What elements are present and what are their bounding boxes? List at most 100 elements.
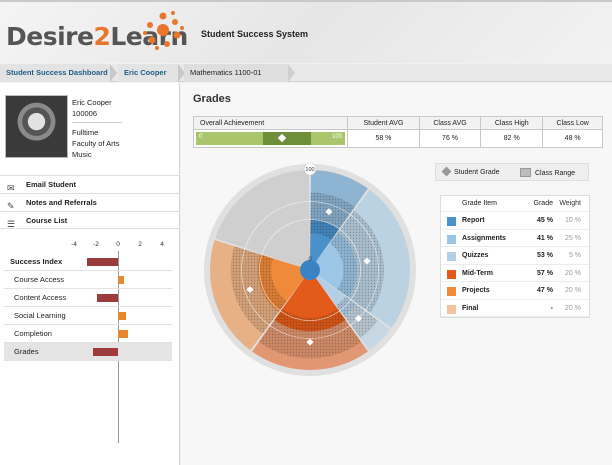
grade-item-row[interactable]: Final - 20 %: [441, 300, 589, 317]
success-index-row[interactable]: Completion: [4, 325, 172, 343]
grade-item-weight: 5 %: [568, 252, 581, 259]
axis-tick-label: 0: [116, 241, 120, 248]
diamond-icon: [441, 166, 452, 177]
class-avg-value: 76 %: [418, 129, 482, 148]
grade-item-row[interactable]: Quizzes 53 % 5 %: [441, 247, 589, 265]
grade-items-header: Grade Item Grade Weight: [441, 196, 589, 212]
app-header: Desire2Learn Student Success System: [0, 0, 612, 63]
grade-item-row[interactable]: Report 45 % 10 %: [441, 212, 589, 230]
chart-ring-line: [259, 219, 361, 321]
student-status: Fulltime: [72, 128, 99, 137]
email-student-label: Email Student: [26, 180, 77, 189]
summary-header-row: Overall Achievement Student AVG Class AV…: [193, 116, 603, 130]
summary-header-class-low: Class Low: [542, 116, 603, 130]
class-range-band: [263, 132, 311, 145]
pencil-icon: ✎: [7, 201, 15, 211]
grade-item-weight: 25 %: [565, 234, 581, 242]
chart-legend: Student Grade Class Range: [435, 163, 589, 181]
summary-value-row: 0 100 58 % 76 % 82 % 48 %: [193, 129, 603, 148]
grade-item-name: Final: [462, 304, 479, 312]
axis-tick-label: 2: [138, 241, 142, 248]
grade-item-name: Report: [462, 217, 485, 224]
grades-panel: Grades Overall Achievement Student AVG C…: [181, 83, 612, 465]
grades-summary-table: Overall Achievement Student AVG Class AV…: [193, 116, 603, 148]
header-grade: Grade: [533, 200, 553, 207]
axis-tick-label: -2: [93, 241, 99, 248]
grade-item-color-swatch: [447, 287, 456, 296]
axis-tick-label: 4: [160, 241, 164, 248]
list-icon: ☰: [7, 219, 16, 229]
student-program: Music: [72, 150, 92, 159]
desire2learn-logo[interactable]: Desire2Learn: [6, 22, 188, 51]
bar-min-label: 0: [199, 134, 203, 140]
breadcrumb: Student Success Dashboard Eric Cooper Ma…: [0, 64, 612, 82]
grade-item-sector-bg: [215, 170, 310, 267]
grade-item-weight: 20 %: [565, 304, 581, 312]
chart-center-label: 0: [308, 257, 312, 263]
success-index-row[interactable]: Grades: [4, 343, 172, 361]
student-faculty: Faculty of Arts: [72, 139, 120, 148]
success-index-bar: [118, 330, 128, 338]
chart-center: [300, 260, 320, 280]
grade-item-color-swatch: [447, 252, 456, 261]
student-grade-diamond: [325, 208, 333, 216]
header-weight: Weight: [559, 200, 581, 207]
grade-item-weight: 20 %: [565, 287, 581, 294]
success-index-bar: [118, 312, 126, 320]
student-grade-diamond: [363, 257, 371, 265]
grade-item-color-swatch: [447, 304, 456, 314]
grade-items-table: Grade Item Grade Weight Report 45 % 10 % As…: [440, 195, 590, 318]
success-index-row: Success Index: [4, 253, 172, 271]
grade-item-weight: 20 %: [565, 269, 581, 277]
class-high-value: 82 %: [480, 129, 544, 148]
summary-header-class-high: Class High: [480, 116, 544, 130]
summary-header-class-avg: Class AVG: [418, 116, 482, 130]
hatched-square-icon: [520, 168, 531, 177]
class-range-band: [258, 308, 362, 359]
student-id: 100006: [72, 109, 98, 118]
success-index-row[interactable]: Content Access: [4, 289, 172, 307]
success-index-axis: -4 -2 0 2 4: [0, 241, 180, 253]
grade-item-grade: 57 %: [537, 269, 553, 277]
success-index-chart: Success Index Course Access Content Access…: [4, 253, 172, 361]
grade-item-row[interactable]: Projects 47 % 20 %: [441, 282, 589, 300]
envelope-icon: ✉: [7, 183, 15, 193]
success-index-row[interactable]: Course Access: [4, 271, 172, 289]
student-info: Eric Cooper 100006 Fulltime Faculty of A…: [72, 97, 122, 160]
success-index-bar: [97, 294, 118, 302]
course-list-button[interactable]: ☰ Course List: [0, 211, 180, 229]
grade-item-name: Quizzes: [462, 252, 489, 259]
axis-tick-label: -4: [71, 241, 77, 248]
chart-ring-line: [241, 201, 379, 339]
breadcrumb-student[interactable]: Eric Cooper: [118, 64, 178, 82]
bar-max-label: 100: [331, 134, 342, 140]
student-avatar: [5, 95, 68, 158]
success-index-row[interactable]: Social Learning: [4, 307, 172, 325]
grade-item-color-swatch: [447, 269, 456, 279]
summary-header-student-avg: Student AVG: [347, 116, 420, 130]
grade-item-grade: -: [550, 304, 553, 312]
success-index-bar: [87, 258, 118, 266]
success-index-row-label: Course Access: [14, 275, 65, 284]
class-low-value: 48 %: [542, 129, 603, 148]
student-name: Eric Cooper: [72, 98, 112, 107]
overall-achievement-cell: 0 100: [193, 129, 348, 148]
success-index-bar: [118, 276, 124, 284]
notes-referrals-button[interactable]: ✎ Notes and Referrals: [0, 193, 180, 211]
breadcrumb-separator-icon: [288, 64, 295, 82]
logo-text-main: Desire: [6, 22, 94, 51]
success-index-row-label: Content Access: [14, 293, 67, 302]
grade-item-name: Mid-Term: [462, 269, 493, 277]
student-grade-diamond: [306, 338, 314, 346]
grades-sunburst-chart[interactable]: 0 100: [193, 159, 433, 391]
grade-item-row[interactable]: Assignments 41 % 25 %: [441, 230, 589, 247]
breadcrumb-dashboard[interactable]: Student Success Dashboard: [0, 64, 110, 82]
chart-top-badge: [303, 162, 317, 176]
overall-achievement-bar: 0 100: [196, 132, 345, 145]
email-student-button[interactable]: ✉ Email Student: [0, 175, 180, 193]
grade-item-weight: 10 %: [565, 217, 581, 224]
success-index-row-label: Grades: [14, 347, 39, 356]
course-list-label: Course List: [26, 216, 68, 225]
legend-student-grade-label: Student Grade: [454, 169, 500, 176]
grade-item-row[interactable]: Mid-Term 57 % 20 %: [441, 265, 589, 282]
